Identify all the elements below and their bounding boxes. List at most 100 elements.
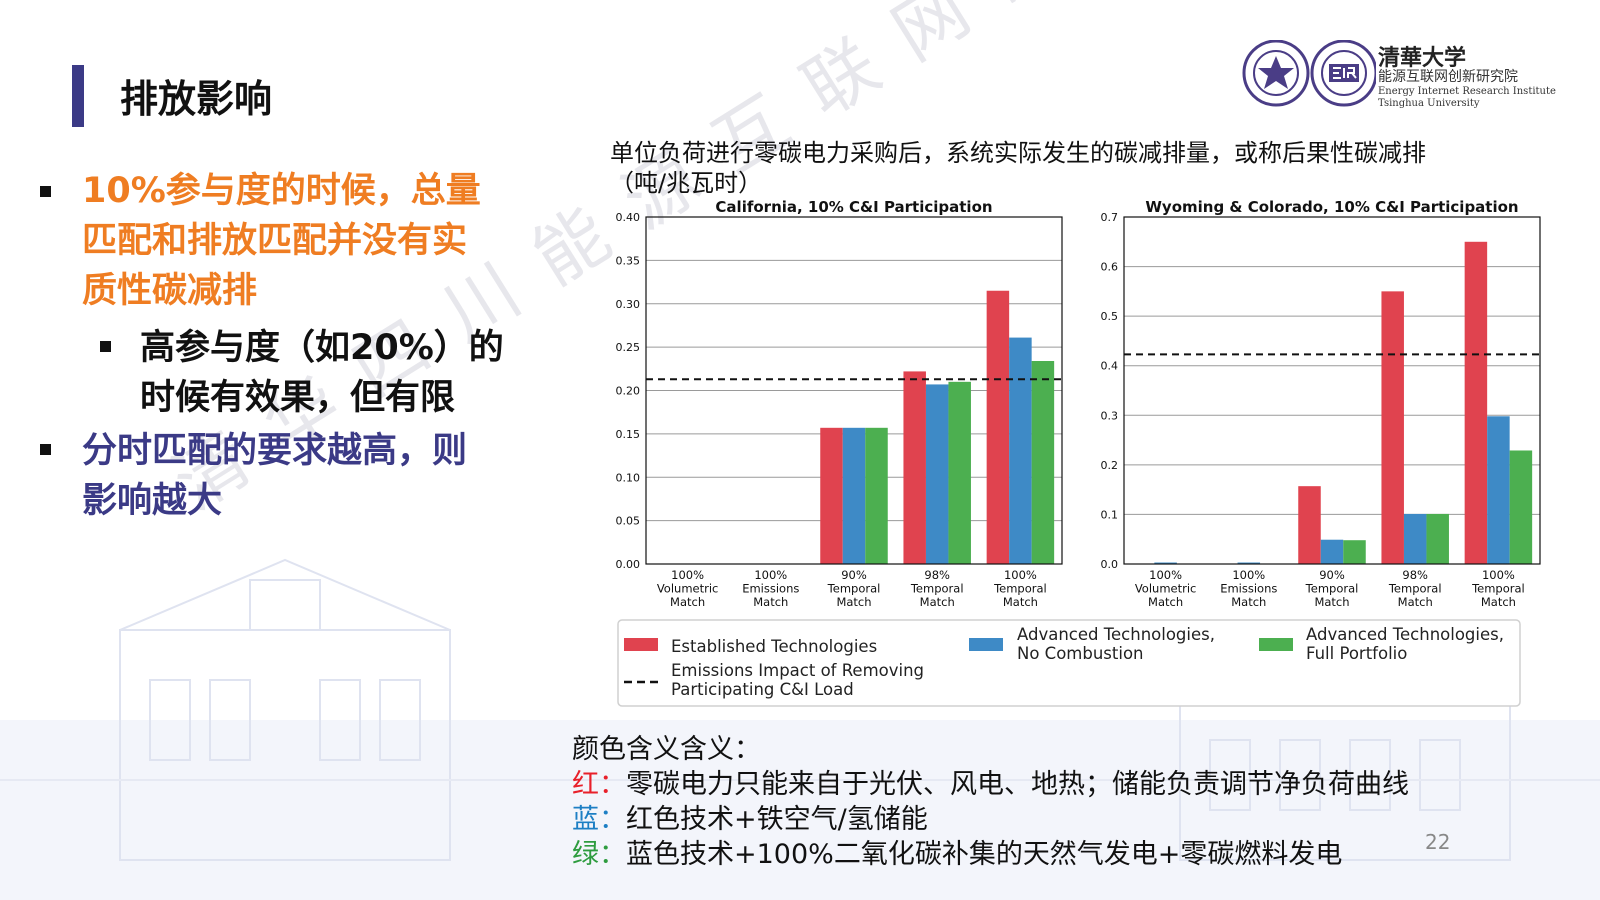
x-tick-label: 90% — [1319, 568, 1345, 582]
note-red-text: 零碳电力只能来自于光伏、风电、地热；储能负责调节净负荷曲线 — [626, 769, 1409, 800]
x-tick-label: Temporal — [1388, 582, 1442, 596]
x-tick-label: 100% — [1232, 568, 1265, 582]
chart-caption: 单位负荷进行零碳电力采购后，系统实际发生的碳减排量，或称后果性碳减排 （吨/兆瓦… — [610, 138, 1426, 198]
chart-1: California, 10% C&I Participation 0.00 0.0… — [616, 198, 1063, 609]
y-tick-label: 0.4 — [1101, 360, 1119, 373]
y-tick-label: 0.5 — [1101, 310, 1119, 323]
bullet-square-icon — [100, 341, 111, 352]
y-tick-label: 0.00 — [616, 558, 641, 571]
legend-label: Advanced Technologies, — [1017, 625, 1215, 644]
bullet-1-line-1: 10%参与度的时候，总量 — [82, 171, 481, 211]
x-tick-label: 98% — [924, 568, 950, 582]
bar — [1031, 361, 1055, 564]
legend-label: No Combustion — [1017, 644, 1144, 663]
legend-label: Participating C&I Load — [671, 680, 854, 699]
note-red-label: 红： — [572, 769, 626, 800]
bar — [1487, 416, 1510, 564]
bar — [1403, 513, 1427, 564]
x-tick-label: 100% — [1149, 568, 1182, 582]
plot-frame — [645, 216, 1063, 565]
chart-legend: Established Technologies Advanced Technol… — [617, 619, 1521, 707]
x-tick-label: Temporal — [910, 582, 964, 596]
notes-heading: 颜色含义含义： — [572, 734, 761, 765]
bullet-2-line-1: 高参与度（如20%）的 — [140, 328, 504, 368]
x-tick-label: 100% — [1004, 568, 1037, 582]
x-tick-label: Volumetric — [1135, 582, 1197, 596]
y-tick-label: 0.0 — [1101, 558, 1119, 571]
bar — [865, 427, 888, 564]
x-tick-label: Match — [1398, 595, 1433, 609]
bullet-square-icon — [40, 444, 51, 455]
note-blue-label: 蓝： — [572, 804, 626, 835]
y-tick-label: 0.1 — [1101, 508, 1119, 521]
bar — [1509, 450, 1533, 564]
x-tick-label: Volumetric — [657, 582, 719, 596]
x-tick-label: Match — [1231, 595, 1266, 609]
legend-label: Emissions Impact of Removing — [671, 661, 924, 680]
legend-label: Advanced Technologies, — [1306, 625, 1504, 644]
note-blue-text: 红色技术+铁空气/氢储能 — [626, 804, 928, 835]
logo-institute-cn: 能源互联网创新研究院 — [1378, 69, 1518, 85]
bar — [925, 384, 949, 564]
x-tick-label: Match — [920, 595, 955, 609]
bar — [1298, 486, 1321, 564]
x-tick-label: 98% — [1402, 568, 1428, 582]
x-tick-label: Match — [1148, 595, 1183, 609]
logo-institute-en: Energy Internet Research Institute — [1378, 86, 1556, 97]
legend-label: Full Portfolio — [1306, 644, 1407, 663]
bullet-3-line-1: 分时匹配的要求越高，则 — [82, 431, 468, 471]
chart-title: California, 10% C&I Participation — [715, 198, 992, 216]
legend-swatch — [1259, 638, 1293, 651]
bar — [1237, 562, 1261, 564]
y-tick-label: 0.25 — [616, 341, 641, 354]
note-red: 红：零碳电力只能来自于光伏、风电、地热；储能负责调节净负荷曲线 — [572, 767, 1409, 802]
x-tick-label: Match — [753, 595, 788, 609]
x-tick-label: Temporal — [993, 582, 1047, 596]
bullet-text-1: 10%参与度的时候，总量 匹配和排放匹配并没有实 质性碳减排 — [82, 166, 552, 316]
x-tick-label: Temporal — [1471, 582, 1525, 596]
x-tick-label: 100% — [1482, 568, 1515, 582]
bullet-1-line-2: 匹配和排放匹配并没有实 — [82, 221, 468, 261]
y-tick-label: 0.05 — [616, 515, 641, 528]
bar — [1464, 241, 1488, 565]
y-tick-label: 0.30 — [616, 298, 641, 311]
legend-swatch — [624, 638, 658, 651]
bar — [1009, 337, 1032, 564]
bar — [1343, 540, 1366, 564]
bar — [1381, 291, 1404, 564]
slide-title: 排放影响 — [120, 77, 273, 121]
x-tick-label: Emissions — [742, 582, 799, 596]
y-tick-label: 0.40 — [616, 211, 641, 224]
tsinghua-emblem-icon — [1242, 39, 1310, 107]
bullet-square-icon — [40, 186, 51, 197]
y-tick-label: 0.3 — [1101, 409, 1119, 422]
y-tick-label: 0.35 — [616, 254, 641, 267]
logo-brush-text: 清華大学 — [1378, 45, 1467, 71]
legend-label: Established Technologies — [671, 637, 877, 656]
bullet-text-2: 高参与度（如20%）的 时候有效果，但有限 — [140, 323, 560, 423]
bar — [903, 371, 926, 564]
y-tick-label: 0.10 — [616, 471, 641, 484]
bullet-3-line-2: 影响越大 — [82, 481, 223, 521]
y-tick-label: 0.7 — [1101, 211, 1119, 224]
x-tick-label: Match — [1003, 595, 1038, 609]
page-number: 22 — [1425, 830, 1451, 854]
x-tick-label: 100% — [754, 568, 787, 582]
note-green-text: 蓝色技术+100%二氧化碳补集的天然气发电+零碳燃料发电 — [626, 839, 1343, 870]
bar — [948, 381, 971, 564]
bar — [820, 427, 843, 564]
x-tick-label: Match — [1314, 595, 1349, 609]
bar — [986, 290, 1010, 564]
legend-box — [617, 619, 1521, 707]
y-tick-label: 0.20 — [616, 385, 641, 398]
x-tick-label: Emissions — [1220, 582, 1277, 596]
bullet-text-3: 分时匹配的要求越高，则 影响越大 — [82, 426, 552, 526]
x-tick-label: 100% — [671, 568, 704, 582]
bar — [1426, 513, 1449, 564]
note-green-label: 绿： — [572, 839, 626, 870]
legend-swatch — [969, 638, 1003, 651]
x-tick-label: Match — [1481, 595, 1516, 609]
plot-frame — [1123, 216, 1541, 565]
x-tick-label: Temporal — [827, 582, 881, 596]
